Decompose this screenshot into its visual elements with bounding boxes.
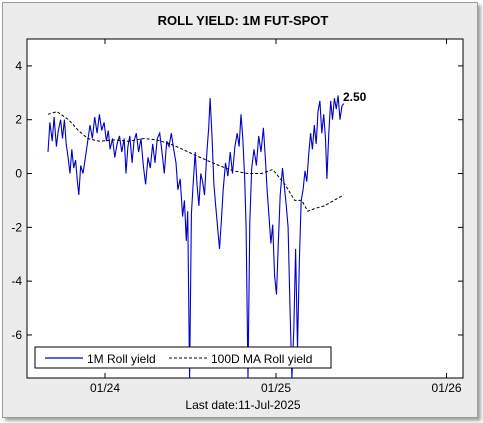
y-tick-label: 4	[15, 59, 22, 73]
legend-label-ma: 100D MA Roll yield	[211, 352, 312, 366]
y-tick-label: 0	[15, 167, 22, 181]
chart-title: ROLL YIELD: 1M FUT-SPOT	[158, 13, 329, 28]
y-axis: 4 2 0 -2 -4 -6	[11, 59, 463, 342]
x-tick-label: 01/26	[432, 381, 462, 395]
chart-window: ROLL YIELD: 1M FUT-SPOT 4 2 0 -2 -4 -6 01/24 0…	[2, 2, 478, 418]
series-line-100d-ma	[47, 111, 344, 212]
x-tick-label: 01/24	[90, 381, 120, 395]
y-tick-label: -2	[11, 220, 22, 234]
legend-box	[34, 346, 332, 369]
last-value-annotation: 2.50	[343, 90, 367, 104]
legend-label-roll-yield: 1M Roll yield	[87, 352, 156, 366]
x-axis: 01/24 01/25 01/26	[90, 39, 462, 395]
series-layer	[47, 95, 345, 378]
x-tick-label: 01/25	[261, 381, 291, 395]
y-tick-label: 2	[15, 113, 22, 127]
y-tick-label: -4	[11, 274, 22, 288]
roll-yield-chart: ROLL YIELD: 1M FUT-SPOT 420-2-4-6 01/24 0…	[11, 13, 464, 412]
series-line-roll-yield	[47, 95, 345, 378]
y-tick-label: -6	[11, 328, 22, 342]
plot-area	[26, 38, 464, 379]
legend: 1M Roll yield 100D MA Roll yield	[34, 346, 332, 369]
last-date-footer: Last date:11-Jul-2025	[185, 398, 301, 412]
